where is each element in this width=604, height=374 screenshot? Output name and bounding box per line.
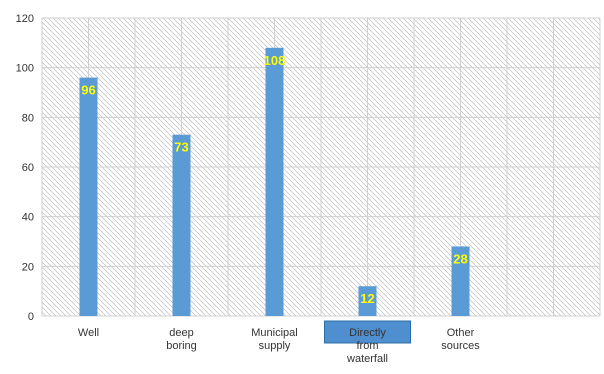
data-label: 28 — [453, 251, 467, 266]
y-tick-label: 0 — [28, 311, 34, 323]
data-labels: 96 73 108 12 28 — [81, 53, 467, 306]
x-category-label: deep — [169, 327, 193, 339]
data-label: 73 — [174, 140, 188, 155]
data-label: 108 — [264, 53, 286, 68]
x-category-label: Municipal — [251, 327, 297, 339]
x-category-label: waterfall — [346, 353, 388, 365]
selected-category-highlight — [324, 320, 411, 344]
bar — [79, 77, 98, 316]
bar — [265, 47, 284, 317]
data-label: 12 — [360, 291, 374, 306]
y-tick-label: 60 — [22, 162, 34, 174]
x-category-label: Other — [447, 327, 475, 339]
bar — [451, 246, 470, 316]
bars — [79, 47, 470, 317]
y-tick-label: 40 — [22, 212, 34, 224]
y-axis-ticks: 0 20 40 60 80 100 120 — [16, 13, 34, 323]
x-category-label: supply — [259, 340, 291, 352]
bar — [172, 134, 191, 316]
y-tick-label: 80 — [22, 112, 34, 124]
x-category-label: Well — [78, 327, 99, 339]
bar — [358, 286, 377, 316]
y-tick-label: 20 — [22, 261, 34, 273]
x-category-label: from — [357, 340, 379, 352]
y-tick-label: 100 — [16, 63, 34, 75]
data-label: 96 — [81, 83, 95, 98]
x-category-label: sources — [441, 340, 480, 352]
y-tick-label: 120 — [16, 13, 34, 25]
x-category-label: Directly — [349, 327, 386, 339]
x-category-label: boring — [166, 340, 197, 352]
